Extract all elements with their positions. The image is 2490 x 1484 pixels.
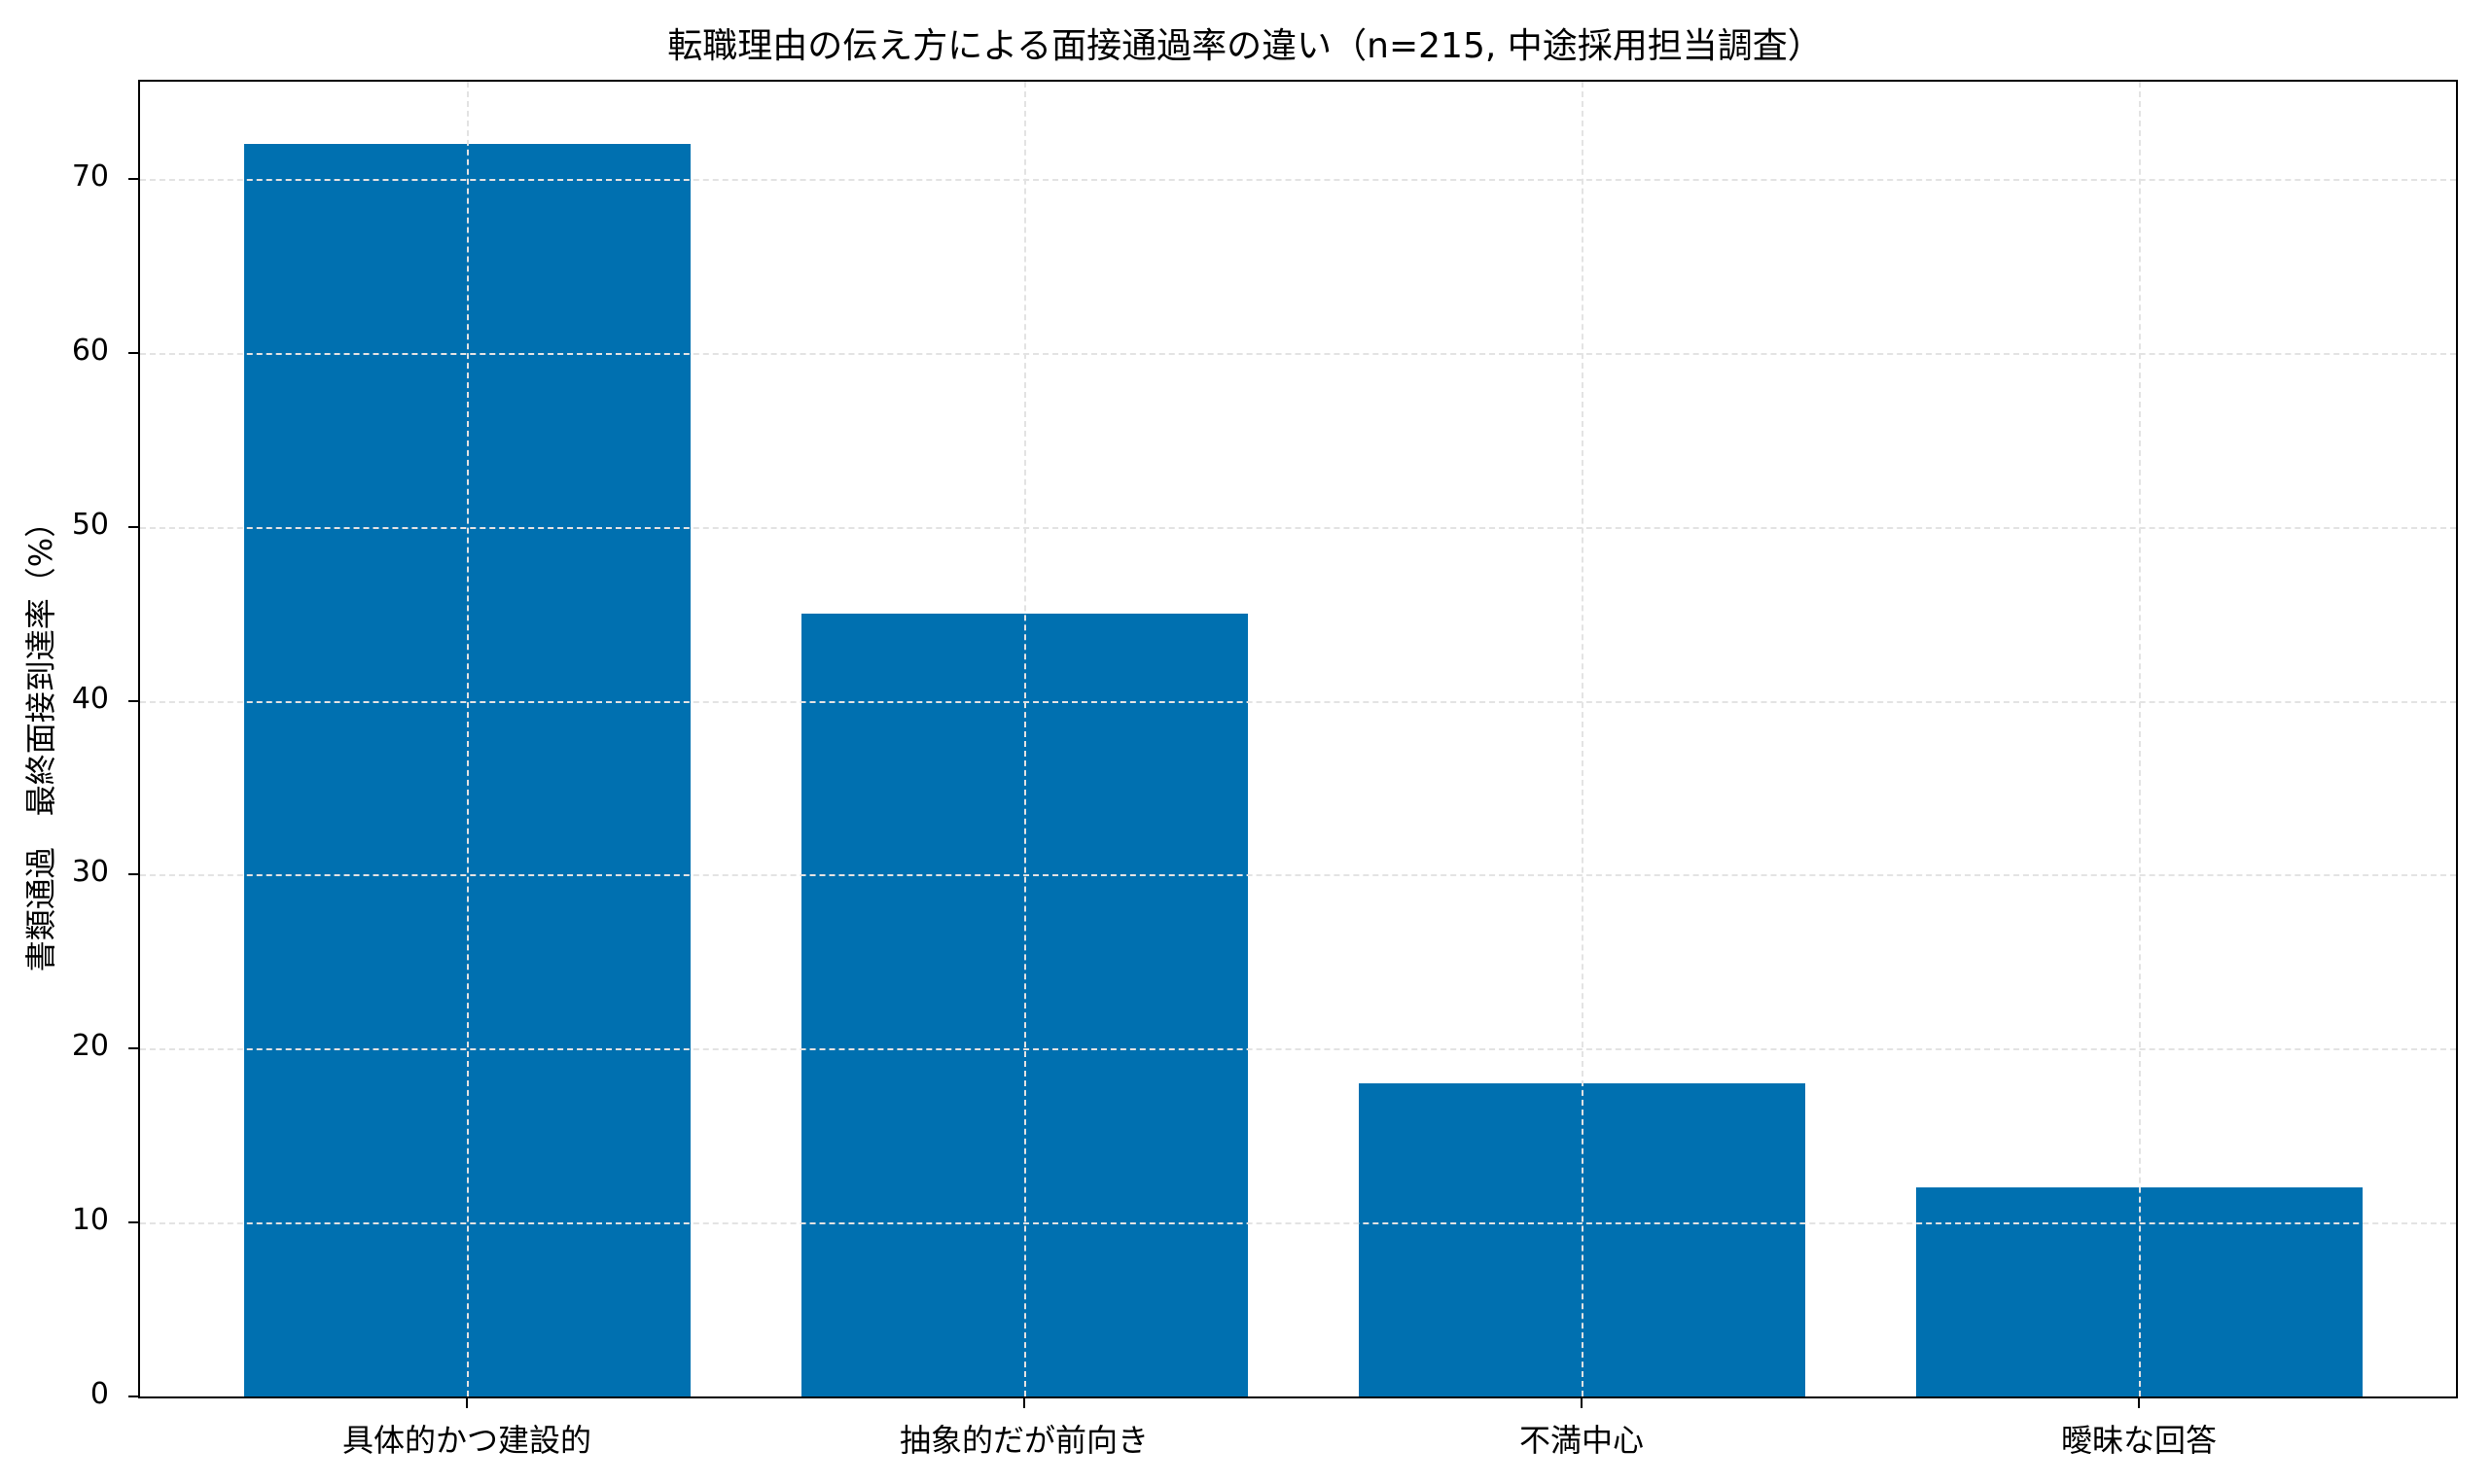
x-tick-label: 具体的かつ建設的	[341, 1422, 591, 1459]
y-tick-mark	[128, 873, 138, 876]
gridline-vertical	[1024, 82, 1026, 1396]
x-tick-mark	[1023, 1398, 1025, 1408]
x-tick-mark	[2138, 1398, 2140, 1408]
x-tick-mark	[466, 1398, 468, 1408]
y-tick-label: 0	[89, 1377, 109, 1411]
y-tick-label: 10	[71, 1203, 109, 1238]
gridline-horizontal	[140, 874, 2456, 877]
x-tick-label: 抽象的だが前向き	[899, 1422, 1149, 1459]
gridline-horizontal	[140, 1222, 2456, 1225]
gridline-horizontal	[140, 700, 2456, 703]
y-axis-label: 書類通過 最終面接到達率（%）	[22, 506, 59, 972]
plot-area	[128, 80, 2458, 1408]
gridline-horizontal	[140, 526, 2456, 529]
y-tick-mark	[128, 525, 138, 528]
gridline-horizontal	[140, 352, 2456, 355]
y-tick-label: 20	[71, 1029, 109, 1064]
x-tick-label: 曖昧な回答	[2060, 1422, 2217, 1459]
y-tick-mark	[128, 1396, 138, 1397]
y-tick-mark	[128, 1047, 138, 1050]
gridline-vertical	[2139, 82, 2141, 1396]
gridline-vertical	[1582, 82, 1583, 1396]
gridline-horizontal	[140, 179, 2456, 182]
y-tick-mark	[128, 351, 138, 354]
y-tick-mark	[128, 178, 138, 181]
y-tick-mark	[128, 699, 138, 702]
x-tick-mark	[1581, 1398, 1583, 1408]
y-tick-label: 70	[71, 159, 109, 194]
gridline-horizontal	[140, 1048, 2456, 1051]
x-tick-label: 不満中心	[1518, 1422, 1644, 1459]
chart-title: 転職理由の伝え方による面接通過率の違い（n=215, 中途採用担当調査）	[667, 26, 1823, 66]
gridline-vertical	[467, 82, 469, 1396]
y-tick-mark	[128, 1221, 138, 1224]
y-tick-label: 60	[71, 333, 109, 368]
